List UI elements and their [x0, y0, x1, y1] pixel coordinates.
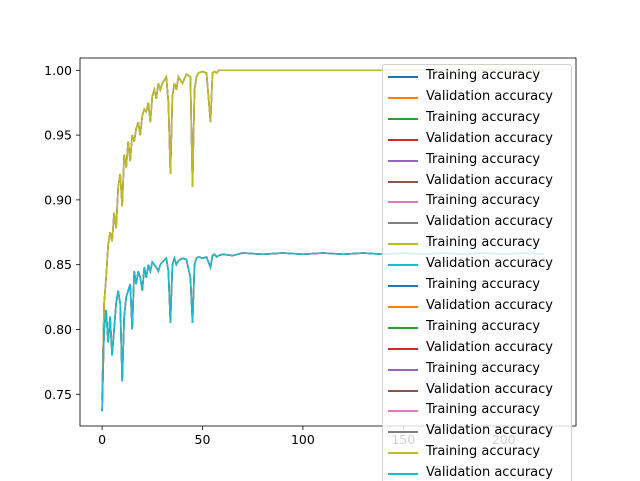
legend-item: Validation accuracy	[383, 339, 571, 359]
legend-label: Training accuracy	[426, 360, 541, 376]
legend-label: Validation accuracy	[426, 381, 553, 397]
legend-item: Training accuracy	[383, 401, 571, 421]
series-layer	[101, 69, 544, 412]
legend-label: Training accuracy	[426, 318, 541, 334]
legend-swatch	[388, 138, 418, 141]
legend-label: Validation accuracy	[426, 172, 553, 188]
legend-item: Validation accuracy	[383, 381, 571, 401]
legend: Training accuracy Validation accuracy Trai…	[382, 64, 572, 481]
legend-swatch	[388, 431, 418, 434]
legend-swatch	[388, 264, 418, 267]
legend-item: Validation accuracy	[383, 464, 571, 481]
training-accuracy-line	[101, 69, 544, 400]
legend-item: Training accuracy	[383, 318, 571, 338]
legend-label: Validation accuracy	[426, 88, 553, 104]
legend-label: Training accuracy	[426, 235, 541, 251]
x-tick-label: 50	[195, 432, 211, 447]
legend-label: Training accuracy	[426, 151, 541, 167]
legend-swatch	[388, 452, 418, 455]
legend-swatch	[388, 389, 418, 392]
legend-label: Training accuracy	[426, 109, 541, 125]
legend-item: Validation accuracy	[383, 422, 571, 442]
y-tick-label: 0.95	[44, 128, 72, 143]
legend-label: Validation accuracy	[426, 297, 553, 313]
legend-label: Training accuracy	[426, 193, 541, 209]
y-tick-label: 0.85	[44, 257, 72, 272]
legend-label: Validation accuracy	[426, 423, 553, 439]
y-tick-label: 0.80	[44, 322, 72, 337]
legend-swatch	[388, 368, 418, 371]
legend-item: Training accuracy	[383, 234, 571, 254]
legend-item: Validation accuracy	[383, 213, 571, 233]
legend-item: Training accuracy	[383, 109, 571, 129]
legend-swatch	[388, 473, 418, 476]
legend-swatch	[388, 180, 418, 183]
y-tick-label: 1.00	[44, 63, 72, 78]
legend-item: Training accuracy	[383, 443, 571, 463]
legend-swatch	[388, 117, 418, 120]
x-tick-label: 100	[291, 432, 315, 447]
legend-label: Validation accuracy	[426, 465, 553, 481]
legend-item: Validation accuracy	[383, 130, 571, 150]
legend-swatch	[388, 305, 418, 308]
legend-label: Validation accuracy	[426, 130, 553, 146]
legend-item: Validation accuracy	[383, 88, 571, 108]
legend-swatch	[388, 243, 418, 246]
legend-label: Training accuracy	[426, 68, 541, 83]
validation-accuracy-line	[101, 252, 544, 412]
legend-item: Training accuracy	[383, 360, 571, 380]
legend-item: Training accuracy	[383, 67, 571, 87]
legend-swatch	[388, 159, 418, 162]
y-tick-label: 0.75	[44, 387, 72, 402]
legend-swatch	[388, 285, 418, 287]
legend-label: Training accuracy	[426, 444, 541, 460]
legend-swatch	[388, 326, 418, 329]
legend-swatch	[388, 201, 418, 204]
legend-swatch	[388, 96, 418, 99]
legend-label: Training accuracy	[426, 277, 541, 292]
legend-label: Validation accuracy	[426, 339, 553, 355]
legend-item: Training accuracy	[383, 151, 571, 171]
legend-item: Training accuracy	[383, 276, 571, 296]
legend-label: Validation accuracy	[426, 214, 553, 230]
legend-swatch	[388, 222, 418, 225]
legend-item: Training accuracy	[383, 192, 571, 212]
x-tick-label: 0	[98, 432, 106, 447]
legend-item: Validation accuracy	[383, 255, 571, 275]
y-tick-label: 0.90	[44, 192, 72, 207]
legend-swatch	[388, 410, 418, 413]
legend-label: Training accuracy	[426, 402, 541, 418]
legend-swatch	[388, 347, 418, 350]
legend-item: Validation accuracy	[383, 297, 571, 317]
legend-label: Validation accuracy	[426, 256, 553, 272]
plot-frame	[79, 57, 577, 427]
legend-item: Validation accuracy	[383, 172, 571, 192]
legend-swatch	[388, 76, 418, 78]
